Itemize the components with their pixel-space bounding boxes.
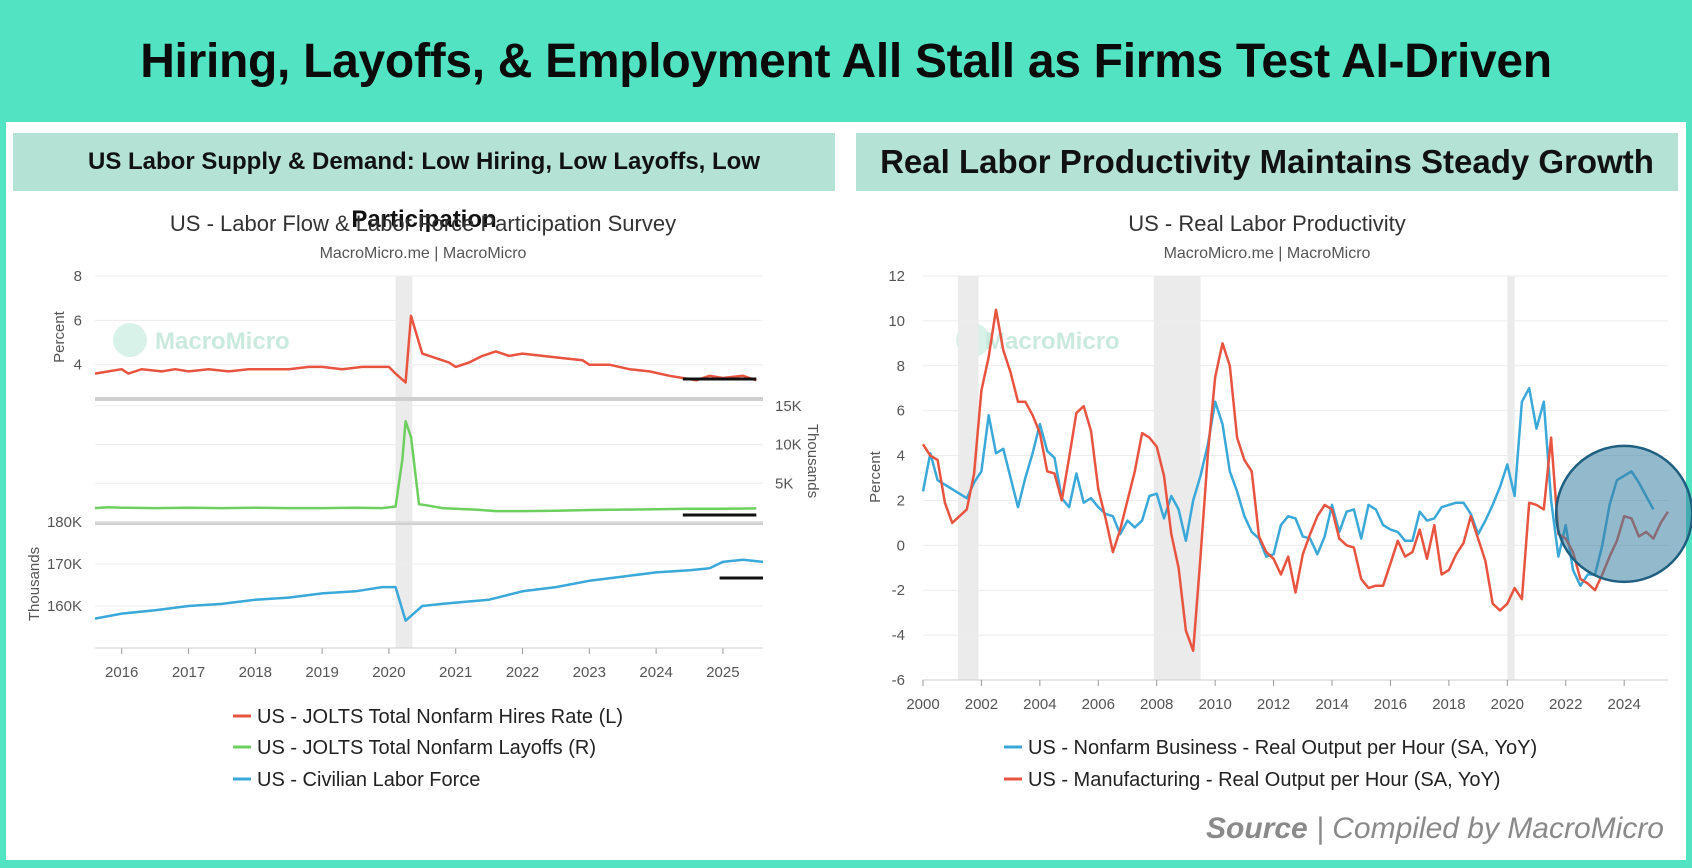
series-line <box>94 420 757 513</box>
right-chart-title: US - Real Labor Productivity <box>1128 211 1406 236</box>
source-note: Source | Compiled by MacroMicro <box>1206 812 1664 846</box>
source-label: Source <box>1206 812 1308 845</box>
legend-item-hires[interactable]: US - JOLTS Total Nonfarm Hires Rate (L) <box>257 706 623 728</box>
x-tick-label: 2006 <box>1082 696 1115 713</box>
x-tick-label: 2012 <box>1257 696 1290 713</box>
y-tick-label: -2 <box>892 582 905 599</box>
y-tick-label: 5K <box>775 475 793 492</box>
y-tick-label: 15K <box>775 398 802 415</box>
x-tick-label: 2022 <box>506 664 539 681</box>
y-tick-label: 160K <box>47 598 82 615</box>
left-chart-title: US - Labor Flow & Labor Force Participat… <box>170 211 676 236</box>
y-tick-label: 4 <box>74 357 82 374</box>
x-tick-label: 2016 <box>105 664 138 681</box>
y-tick-label: 2 <box>897 492 905 509</box>
right-banner: Real Labor Productivity Maintains Steady… <box>856 133 1678 191</box>
legend-item-manufacturing[interactable]: US - Manufacturing - Real Output per Hou… <box>1028 769 1500 791</box>
x-tick-label: 2010 <box>1198 696 1231 713</box>
y-tick-label: 170K <box>47 556 82 573</box>
content-panel <box>6 122 1686 860</box>
series-line <box>94 558 764 622</box>
x-tick-label: 2024 <box>1607 696 1640 713</box>
y-tick-label: 6 <box>74 312 82 329</box>
right-legend: US - Nonfarm Business - Real Output per … <box>1004 737 1537 791</box>
labor-force-ylabel: Thousands <box>26 547 43 621</box>
y-tick-label: 8 <box>74 268 82 285</box>
left-watermark-logo-icon <box>113 323 147 357</box>
recession-band <box>958 276 979 680</box>
recession-band <box>395 276 413 648</box>
series-line <box>921 386 1655 587</box>
y-tick-label: 8 <box>897 358 905 375</box>
left-chart-subtitle: MacroMicro.me | MacroMicro <box>320 245 527 262</box>
y-tick-label: 10K <box>775 437 802 454</box>
x-tick-label: 2016 <box>1374 696 1407 713</box>
y-tick-label: -6 <box>892 672 905 689</box>
x-tick-label: 2018 <box>239 664 272 681</box>
y-tick-label: 4 <box>897 448 905 465</box>
left-legend: US - JOLTS Total Nonfarm Hires Rate (L) … <box>233 706 623 791</box>
x-tick-label: 2024 <box>639 664 672 681</box>
x-tick-label: 2020 <box>1491 696 1524 713</box>
x-tick-label: 2004 <box>1023 696 1056 713</box>
x-tick-label: 2002 <box>965 696 998 713</box>
source-separator: | <box>1316 812 1324 845</box>
left-chart: 4 6 8 5K 10K 15K 160K 170K 180K 2016 2017 2018 2019 2… <box>47 268 802 681</box>
x-tick-label: 2014 <box>1315 696 1348 713</box>
y-tick-label: 6 <box>897 403 905 420</box>
y-tick-label: -4 <box>892 627 905 644</box>
right-chart-subtitle: MacroMicro.me | MacroMicro <box>1164 245 1371 262</box>
layoffs-ylabel: Thousands <box>804 424 821 498</box>
x-tick-label: 2019 <box>305 664 338 681</box>
x-tick-label: 2022 <box>1549 696 1582 713</box>
recession-band <box>1153 276 1201 680</box>
left-banner: US Labor Supply & Demand: Low Hiring, Lo… <box>13 133 835 233</box>
y-tick-label: 10 <box>888 313 905 330</box>
right-chart: -6 -4 -2 0 2 4 6 8 10 12 2000 2002 2004 2006 2008 2010 2… <box>888 268 1692 713</box>
source-text: Compiled by MacroMicro <box>1332 812 1664 845</box>
y-tick-label: 0 <box>897 537 905 554</box>
x-tick-label: 2018 <box>1432 696 1465 713</box>
x-tick-label: 2008 <box>1140 696 1173 713</box>
series-line <box>921 308 1670 653</box>
highlight-circle <box>1554 444 1692 584</box>
x-tick-label: 2023 <box>573 664 606 681</box>
legend-item-layoffs[interactable]: US - JOLTS Total Nonfarm Layoffs (R) <box>257 737 596 759</box>
x-tick-label: 2000 <box>906 696 939 713</box>
hires-ylabel: Percent <box>51 310 68 363</box>
series-line <box>94 314 757 384</box>
legend-item-nonfarm[interactable]: US - Nonfarm Business - Real Output per … <box>1028 737 1537 759</box>
x-tick-label: 2017 <box>172 664 205 681</box>
x-tick-label: 2021 <box>439 664 472 681</box>
right-watermark: MacroMicro <box>985 328 1120 355</box>
y-tick-label: 180K <box>47 514 82 531</box>
x-tick-label: 2025 <box>706 664 739 681</box>
productivity-ylabel: Percent <box>867 450 884 503</box>
y-tick-label: 12 <box>888 268 905 285</box>
left-watermark: MacroMicro <box>155 328 290 355</box>
legend-item-labor-force[interactable]: US - Civilian Labor Force <box>257 769 480 791</box>
x-tick-label: 2020 <box>372 664 405 681</box>
